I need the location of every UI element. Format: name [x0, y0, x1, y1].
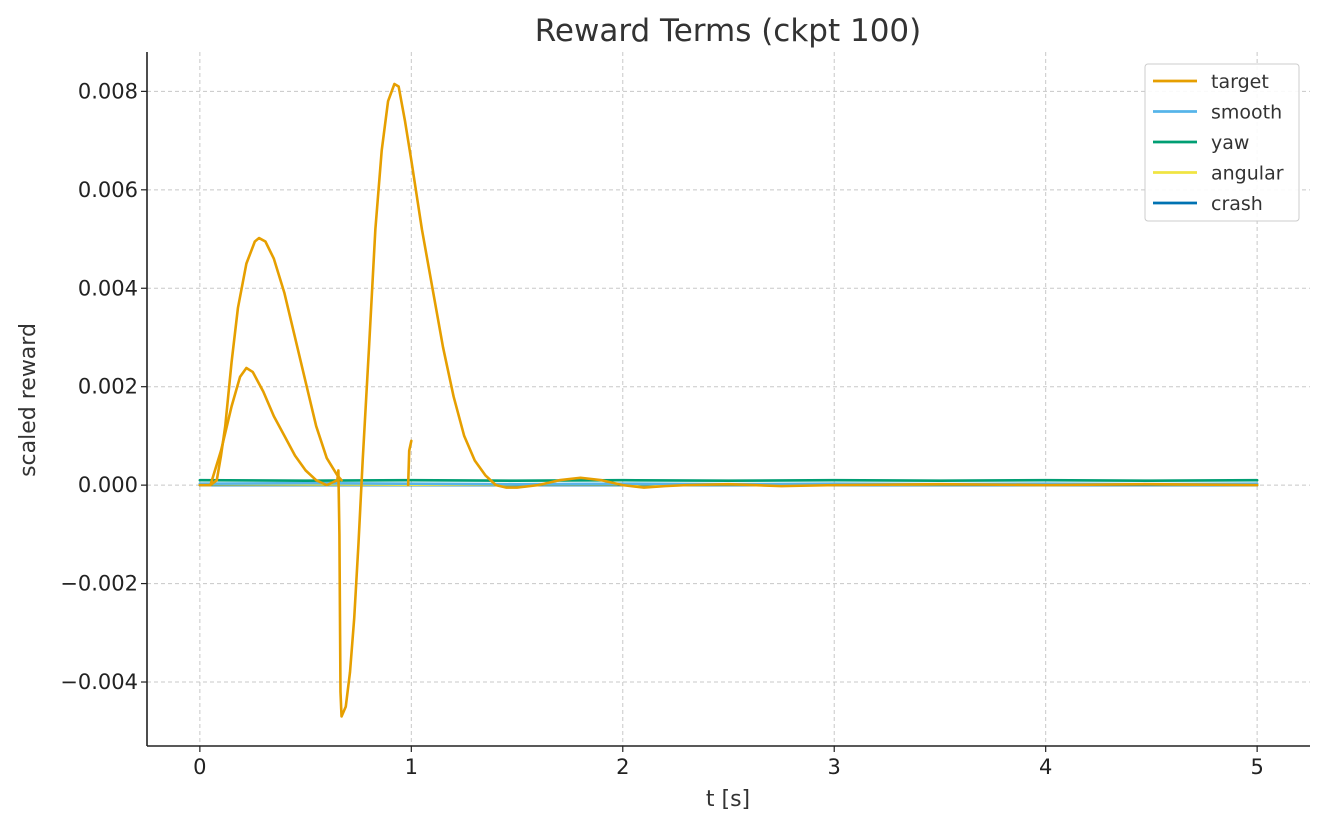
y-tick-label: 0.002 [78, 375, 138, 399]
y-tick-label: 0.008 [78, 79, 138, 103]
series-line-target [406, 439, 413, 487]
legend: target smooth yaw angular crash [1144, 63, 1300, 222]
legend-label-crash: crash [1211, 193, 1263, 215]
grid [147, 52, 1310, 746]
y-tick-label: 0.004 [78, 276, 138, 300]
axes [146, 52, 1310, 747]
series-lines [198, 82, 1259, 718]
chart-title: Reward Terms (ckpt 100) [535, 13, 922, 49]
y-tick-label: −0.004 [60, 670, 138, 694]
x-tick-label: 3 [828, 755, 841, 779]
legend-label-smooth: smooth [1211, 102, 1282, 124]
series-line-target [209, 82, 1259, 718]
y-tick-label: 0.000 [78, 473, 138, 497]
y-ticks: −0.004 −0.002 0.000 0.002 0.004 0.006 0.008 [60, 79, 147, 694]
legend-box [1144, 63, 1300, 222]
legend-label-angular: angular [1211, 163, 1284, 185]
y-tick-label: 0.006 [78, 178, 138, 202]
x-tick-label: 1 [405, 755, 418, 779]
x-tick-label: 0 [193, 755, 206, 779]
legend-label-yaw: yaw [1211, 132, 1249, 154]
x-ticks: 0 1 2 3 4 5 [193, 746, 1264, 779]
legend-label-target: target [1211, 71, 1269, 93]
x-tick-label: 2 [616, 755, 629, 779]
y-tick-label: −0.002 [60, 572, 138, 596]
series-line-target [198, 236, 343, 487]
x-tick-label: 5 [1250, 755, 1263, 779]
y-axis-label: scaled reward [16, 323, 41, 477]
x-tick-label: 4 [1039, 755, 1052, 779]
x-axis-label: t [s] [706, 787, 750, 812]
